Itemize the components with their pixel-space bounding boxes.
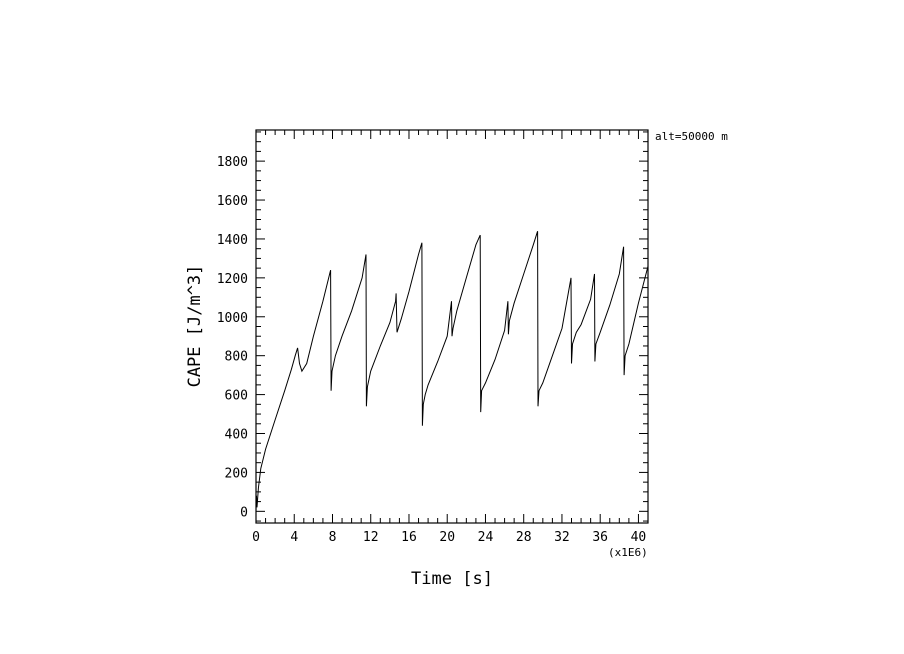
x-tick-label: 32 (554, 530, 570, 545)
y-tick-label: 1400 (217, 233, 248, 248)
x-tick-label: 40 (631, 530, 647, 545)
x-tick-label: 8 (329, 530, 337, 545)
x-tick-label: 24 (478, 530, 494, 545)
cape-series-line (255, 231, 649, 512)
x-tick-labels: 0 4 8 12 16 20 24 28 32 36 40 (252, 530, 646, 545)
y-tick-label: 600 (225, 389, 248, 404)
x-tick-label: 36 (592, 530, 608, 545)
y-tick-label: 1800 (217, 155, 248, 170)
x-axis-title: Time [s] (411, 569, 493, 589)
y-tick-label: 0 (240, 505, 248, 520)
x-tick-label: 28 (516, 530, 532, 545)
x-tick-label: 20 (439, 530, 455, 545)
axis-ticks (255, 130, 648, 523)
y-axis-title: CAPE [J/m^3] (185, 265, 205, 388)
x-tick-label: 0 (252, 530, 260, 545)
x-tick-label: 4 (290, 530, 298, 545)
y-tick-label: 1000 (217, 311, 248, 326)
y-tick-label: 800 (225, 350, 248, 365)
y-tick-labels: 0 200 400 600 800 1000 1200 1400 1600 1800 (217, 155, 248, 520)
y-tick-label: 200 (225, 466, 248, 481)
x-tick-label: 16 (401, 530, 417, 545)
x-multiplier-label: (x1E6) (608, 546, 648, 559)
y-tick-label: 400 (225, 428, 248, 443)
altitude-annotation: alt=50000 m (655, 130, 728, 143)
y-tick-label: 1200 (217, 272, 248, 287)
y-tick-label: 1600 (217, 194, 248, 209)
x-tick-label: 12 (363, 530, 379, 545)
